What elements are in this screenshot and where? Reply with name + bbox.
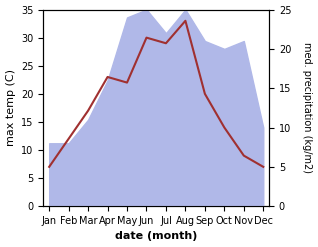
- X-axis label: date (month): date (month): [115, 231, 197, 242]
- Y-axis label: med. precipitation (kg/m2): med. precipitation (kg/m2): [302, 42, 313, 173]
- Y-axis label: max temp (C): max temp (C): [5, 69, 16, 146]
